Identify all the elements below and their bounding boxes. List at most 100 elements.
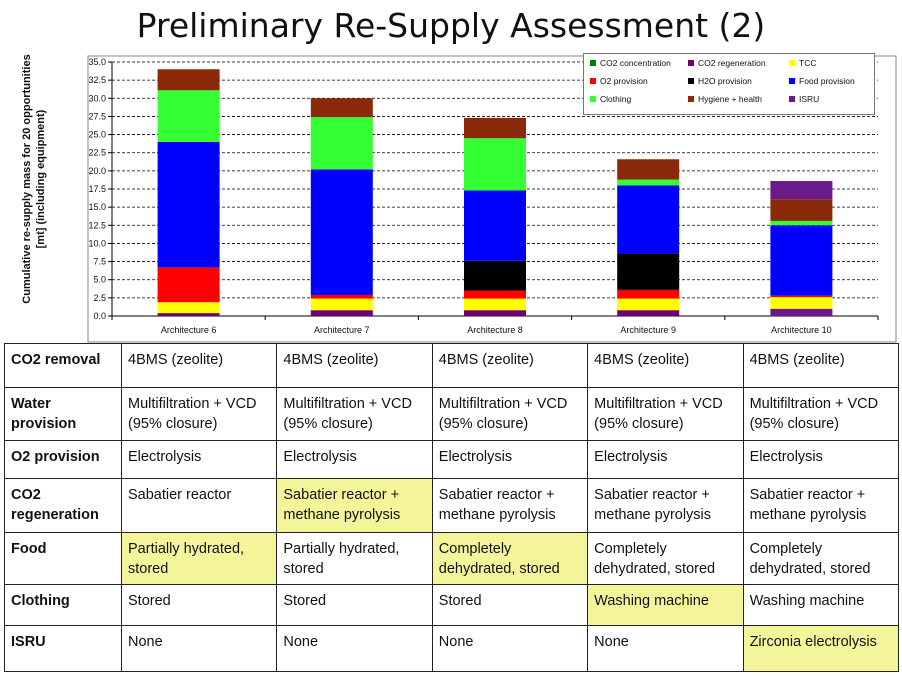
table-cell: Multifiltration + VCD (95% closure) [587, 387, 744, 441]
bar-segment [617, 298, 680, 311]
table-cell: Multifiltration + VCD (95% closure) [742, 387, 900, 441]
bar-segment [157, 302, 220, 314]
y-tick-label: 22.5 [88, 148, 106, 158]
legend-swatch [590, 78, 596, 84]
bar-segment [770, 220, 833, 226]
y-tick-label: 35.0 [88, 57, 106, 67]
table-cell: None [276, 624, 433, 673]
table-cell: 4BMS (zeolite) [120, 342, 278, 389]
bar-segment [310, 117, 373, 170]
table-cell: Electrolysis [587, 439, 744, 479]
table-cell: Sabatier reactor + methane pyrolysis [742, 477, 900, 534]
bar-segment [157, 313, 220, 316]
table-cell: Sabatier reactor + methane pyrolysis [587, 477, 744, 534]
table-cell: None [587, 624, 744, 673]
table-cell: None [120, 624, 278, 673]
y-axis-label: Cumulative re-supply mass for 20 opportu… [21, 54, 47, 304]
table-row: ISRU None None None None Zirconia electrolysi… [4, 624, 900, 673]
table-cell: Multifiltration + VCD (95% closure) [431, 387, 589, 441]
row-header: Clothing [4, 584, 122, 626]
table-cell: 4BMS (zeolite) [431, 342, 589, 389]
legend-label: TCC [799, 58, 817, 68]
row-header: Food [4, 532, 122, 586]
legend-label: Hygiene + health [698, 94, 763, 104]
legend-item: H2O provision [688, 76, 752, 86]
bar-segment [770, 225, 833, 296]
bar-segment [157, 267, 220, 303]
legend-swatch [789, 96, 795, 102]
y-tick-label: 15.0 [88, 202, 106, 212]
bar-segment [464, 190, 526, 261]
bar-segment [464, 260, 526, 291]
legend-item: O2 provision [590, 76, 648, 86]
table-cell: 4BMS (zeolite) [276, 342, 433, 389]
table-cell: Multifiltration + VCD (95% closure) [120, 387, 278, 441]
table-cell: Partially hydrated, stored [120, 532, 278, 586]
y-tick-label: 32.5 [88, 75, 106, 85]
table-cell: Sabatier reactor + methane pyrolysis [276, 477, 433, 534]
bar-segment [770, 295, 833, 298]
bar-segment [310, 98, 373, 118]
table-cell: Stored [431, 584, 589, 626]
bar-segment [770, 181, 833, 200]
table-cell: Electrolysis [276, 439, 433, 479]
legend-swatch [789, 78, 795, 84]
bar-segment [617, 185, 680, 254]
table-cell: Completely dehydrated, stored [431, 532, 589, 586]
bar-segment [617, 179, 680, 186]
table-cell: Stored [120, 584, 278, 626]
x-tick-label: Architecture 8 [467, 325, 523, 335]
table-row: Water provision Multifiltration + VCD (95… [4, 387, 900, 441]
legend-swatch [688, 78, 694, 84]
bar-segment [157, 141, 220, 268]
bar-segment [617, 310, 680, 316]
table-cell: Zirconia electrolysis [742, 624, 900, 673]
table-cell: Completely dehydrated, stored [742, 532, 900, 586]
x-tick-label: Architecture 10 [771, 325, 832, 335]
table-cell: Sabatier reactor + methane pyrolysis [431, 477, 589, 534]
y-tick-label: 0.0 [93, 311, 106, 321]
table-row: Food Partially hydrated, stored Partially … [4, 532, 900, 586]
bar-segment [157, 69, 220, 91]
bar-segment [770, 199, 833, 221]
chart-frame [87, 55, 897, 343]
table-cell: Washing machine [742, 584, 900, 626]
bar-segment [464, 117, 526, 139]
x-tick-label: Architecture 9 [620, 325, 676, 335]
legend-swatch [688, 60, 694, 66]
bar-segment [617, 289, 680, 299]
table-cell: 4BMS (zeolite) [587, 342, 744, 389]
y-tick-label: 27.5 [88, 111, 106, 121]
bar-segment [464, 298, 526, 311]
bar-segment [617, 159, 680, 180]
bar-segment [464, 310, 526, 316]
chart-legend: CO2 concentration CO2 regeneration TCC O2 p… [583, 53, 875, 115]
y-tick-label: 17.5 [88, 184, 106, 194]
legend-item: Clothing [590, 94, 631, 104]
table-cell: 4BMS (zeolite) [742, 342, 900, 389]
legend-item: TCC [789, 58, 816, 68]
table-row: CO2 regeneration Sabatier reactor Sabatier… [4, 477, 900, 534]
table-cell: Multifiltration + VCD (95% closure) [276, 387, 433, 441]
architecture-spec-table: CO2 removal 4BMS (zeolite) 4BMS (zeolite) 4… [4, 342, 900, 673]
y-tick-label: 30.0 [88, 93, 106, 103]
page-title: Preliminary Re-Supply Assessment (2) [136, 6, 766, 45]
table-cell: Sabatier reactor [120, 477, 278, 534]
bar-segment [770, 308, 833, 316]
bar-segment [464, 138, 526, 191]
legend-label: Clothing [600, 94, 632, 104]
table-row: CO2 removal 4BMS (zeolite) 4BMS (zeolite) 4… [4, 342, 900, 389]
legend-item: CO2 regeneration [688, 58, 766, 68]
bar-segment [770, 297, 833, 309]
table-cell: Electrolysis [742, 439, 900, 479]
legend-label: CO2 regeneration [698, 58, 766, 68]
bar-segment [310, 310, 373, 316]
x-tick-label: Architecture 7 [314, 325, 370, 335]
table-cell: Washing machine [587, 584, 744, 626]
table-cell: Partially hydrated, stored [276, 532, 433, 586]
table-cell: None [431, 624, 589, 673]
legend-swatch [590, 60, 596, 66]
legend-label: Food provision [799, 76, 855, 86]
legend-label: O2 provision [600, 76, 648, 86]
legend-label: ISRU [799, 94, 820, 104]
